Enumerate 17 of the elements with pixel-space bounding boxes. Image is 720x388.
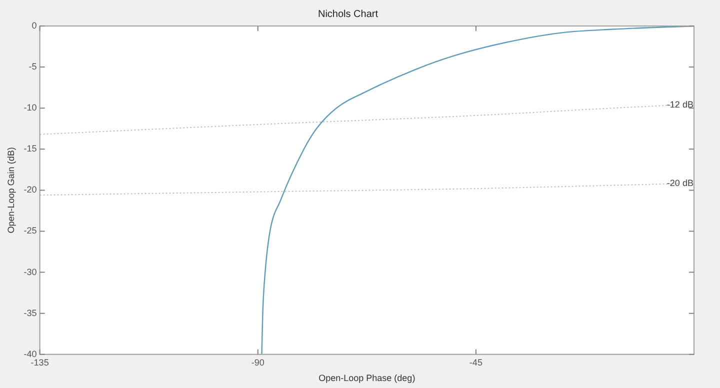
- y-tick-label: -35: [24, 308, 37, 318]
- annotation: -12 dB: [666, 99, 694, 110]
- y-tick-label: -10: [24, 102, 37, 113]
- y-tick-label: -5: [28, 62, 37, 72]
- y-tick-label: 0: [32, 20, 37, 30]
- y-tick-label: -15: [24, 144, 37, 154]
- y-tick-label: -30: [24, 266, 37, 277]
- chart-title: Nichols Chart: [318, 8, 378, 20]
- annotation: -20 dB: [666, 178, 694, 188]
- y-tick-label: -25: [24, 226, 37, 236]
- y-axis-title: Open-Loop Gain (dB): [6, 147, 16, 234]
- x-tick-label: -90: [251, 357, 264, 368]
- y-tick-label: -20: [24, 184, 37, 195]
- x-axis-title: Open-Loop Phase (deg): [318, 373, 416, 384]
- x-tick-label: -45: [469, 357, 482, 368]
- x-tick-label: -135: [30, 357, 49, 368]
- y-tick-label: -40: [24, 348, 37, 359]
